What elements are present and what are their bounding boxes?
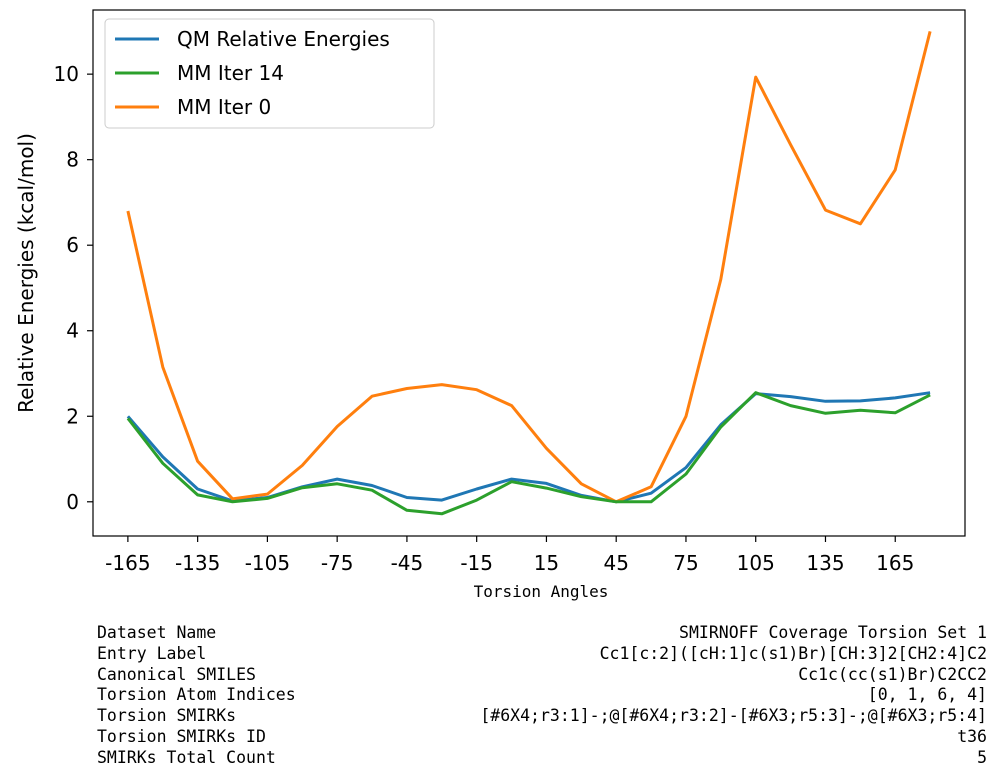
y-tick-label: 2 (66, 404, 79, 428)
info-value: SMIRNOFF Coverage Torsion Set 1 (679, 623, 987, 642)
info-value: Cc1c(cc(s1)Br)C2CC2 (798, 664, 987, 684)
info-label: Torsion SMIRKs (97, 706, 237, 726)
info-row: Canonical SMILES Cc1c(cc(s1)Br)C2CC2 (97, 665, 987, 686)
info-row: Entry Label Cc1[c:2]([cH:1]c(s1)Br)[CH:3]… (97, 644, 987, 665)
legend-box (104, 18, 435, 129)
x-tick-label: -165 (105, 551, 150, 575)
x-axis: -165 -135 -105 -75 -45 -15 15 45 75 105 135 165 (105, 536, 914, 575)
series-line-mm-iter-14 (126, 391, 931, 516)
info-label: Canonical SMILES (97, 664, 256, 684)
x-tick-label: 165 (876, 551, 914, 575)
legend-label: QM Relative Energies (177, 27, 390, 51)
info-value: t36 (957, 726, 987, 746)
info-value: Cc1[c:2]([cH:1]c(s1)Br)[CH:3]2[CH2:4]C2 (599, 643, 987, 663)
info-label: Torsion Atom Indices (97, 685, 296, 705)
x-tick-label: -15 (460, 551, 493, 575)
x-axis-label: Torsion Angles (474, 582, 609, 601)
info-value: [0, 1, 6, 4] (867, 685, 987, 705)
x-tick-label: -105 (245, 551, 290, 575)
info-row: SMIRKs Total Count 5 (97, 748, 987, 769)
info-row: Dataset Name SMIRNOFF Coverage Torsion Se… (97, 623, 987, 644)
x-tick-label: 15 (534, 551, 559, 575)
legend-label: MM Iter 0 (177, 95, 271, 119)
info-row: Torsion SMIRKs ID t36 (97, 727, 987, 748)
info-label: Dataset Name (97, 623, 217, 642)
x-tick-label: 45 (603, 551, 628, 575)
series-line-mm-iter-0 (126, 31, 932, 504)
y-axis-label: Relative Energies (kcal/mol) (14, 133, 38, 413)
x-tick-label: 75 (673, 551, 698, 575)
info-row: Torsion SMIRKs [#6X4;r3:1]-;@[#6X4;r3:2]-… (97, 706, 987, 727)
x-tick-label: -135 (175, 551, 220, 575)
y-tick-label: 4 (66, 319, 79, 343)
series-group (126, 31, 932, 516)
x-tick-label: -75 (321, 551, 354, 575)
x-tick-label: 135 (806, 551, 844, 575)
info-label: Entry Label (97, 643, 207, 663)
info-value: [#6X4;r3:1]-;@[#6X4;r3:2]-[#6X3;r5:3]-;@… (480, 706, 987, 726)
y-tick-label: 8 (66, 148, 79, 172)
y-tick-label: 0 (66, 490, 79, 514)
info-table: Dataset Name SMIRNOFF Coverage Torsion Se… (97, 623, 987, 769)
info-row: Torsion Atom Indices [0, 1, 6, 4] (97, 685, 987, 706)
plot-frame (92, 9, 966, 537)
legend-label: MM Iter 14 (177, 61, 284, 85)
y-tick-label: 10 (54, 62, 79, 86)
info-label: SMIRKs Total Count (97, 747, 276, 767)
info-label: Torsion SMIRKs ID (97, 726, 266, 746)
x-tick-label: 105 (737, 551, 775, 575)
y-tick-label: 6 (66, 233, 79, 257)
y-axis: 0 2 4 6 8 10 (54, 62, 93, 514)
legend: QM Relative Energies MM Iter 14 MM Iter 0 (104, 18, 435, 129)
info-value: 5 (977, 747, 987, 767)
x-tick-label: -45 (391, 551, 424, 575)
chart: -165 -135 -105 -75 -45 -15 15 45 75 105 135 165 0 2 4… (14, 9, 966, 601)
